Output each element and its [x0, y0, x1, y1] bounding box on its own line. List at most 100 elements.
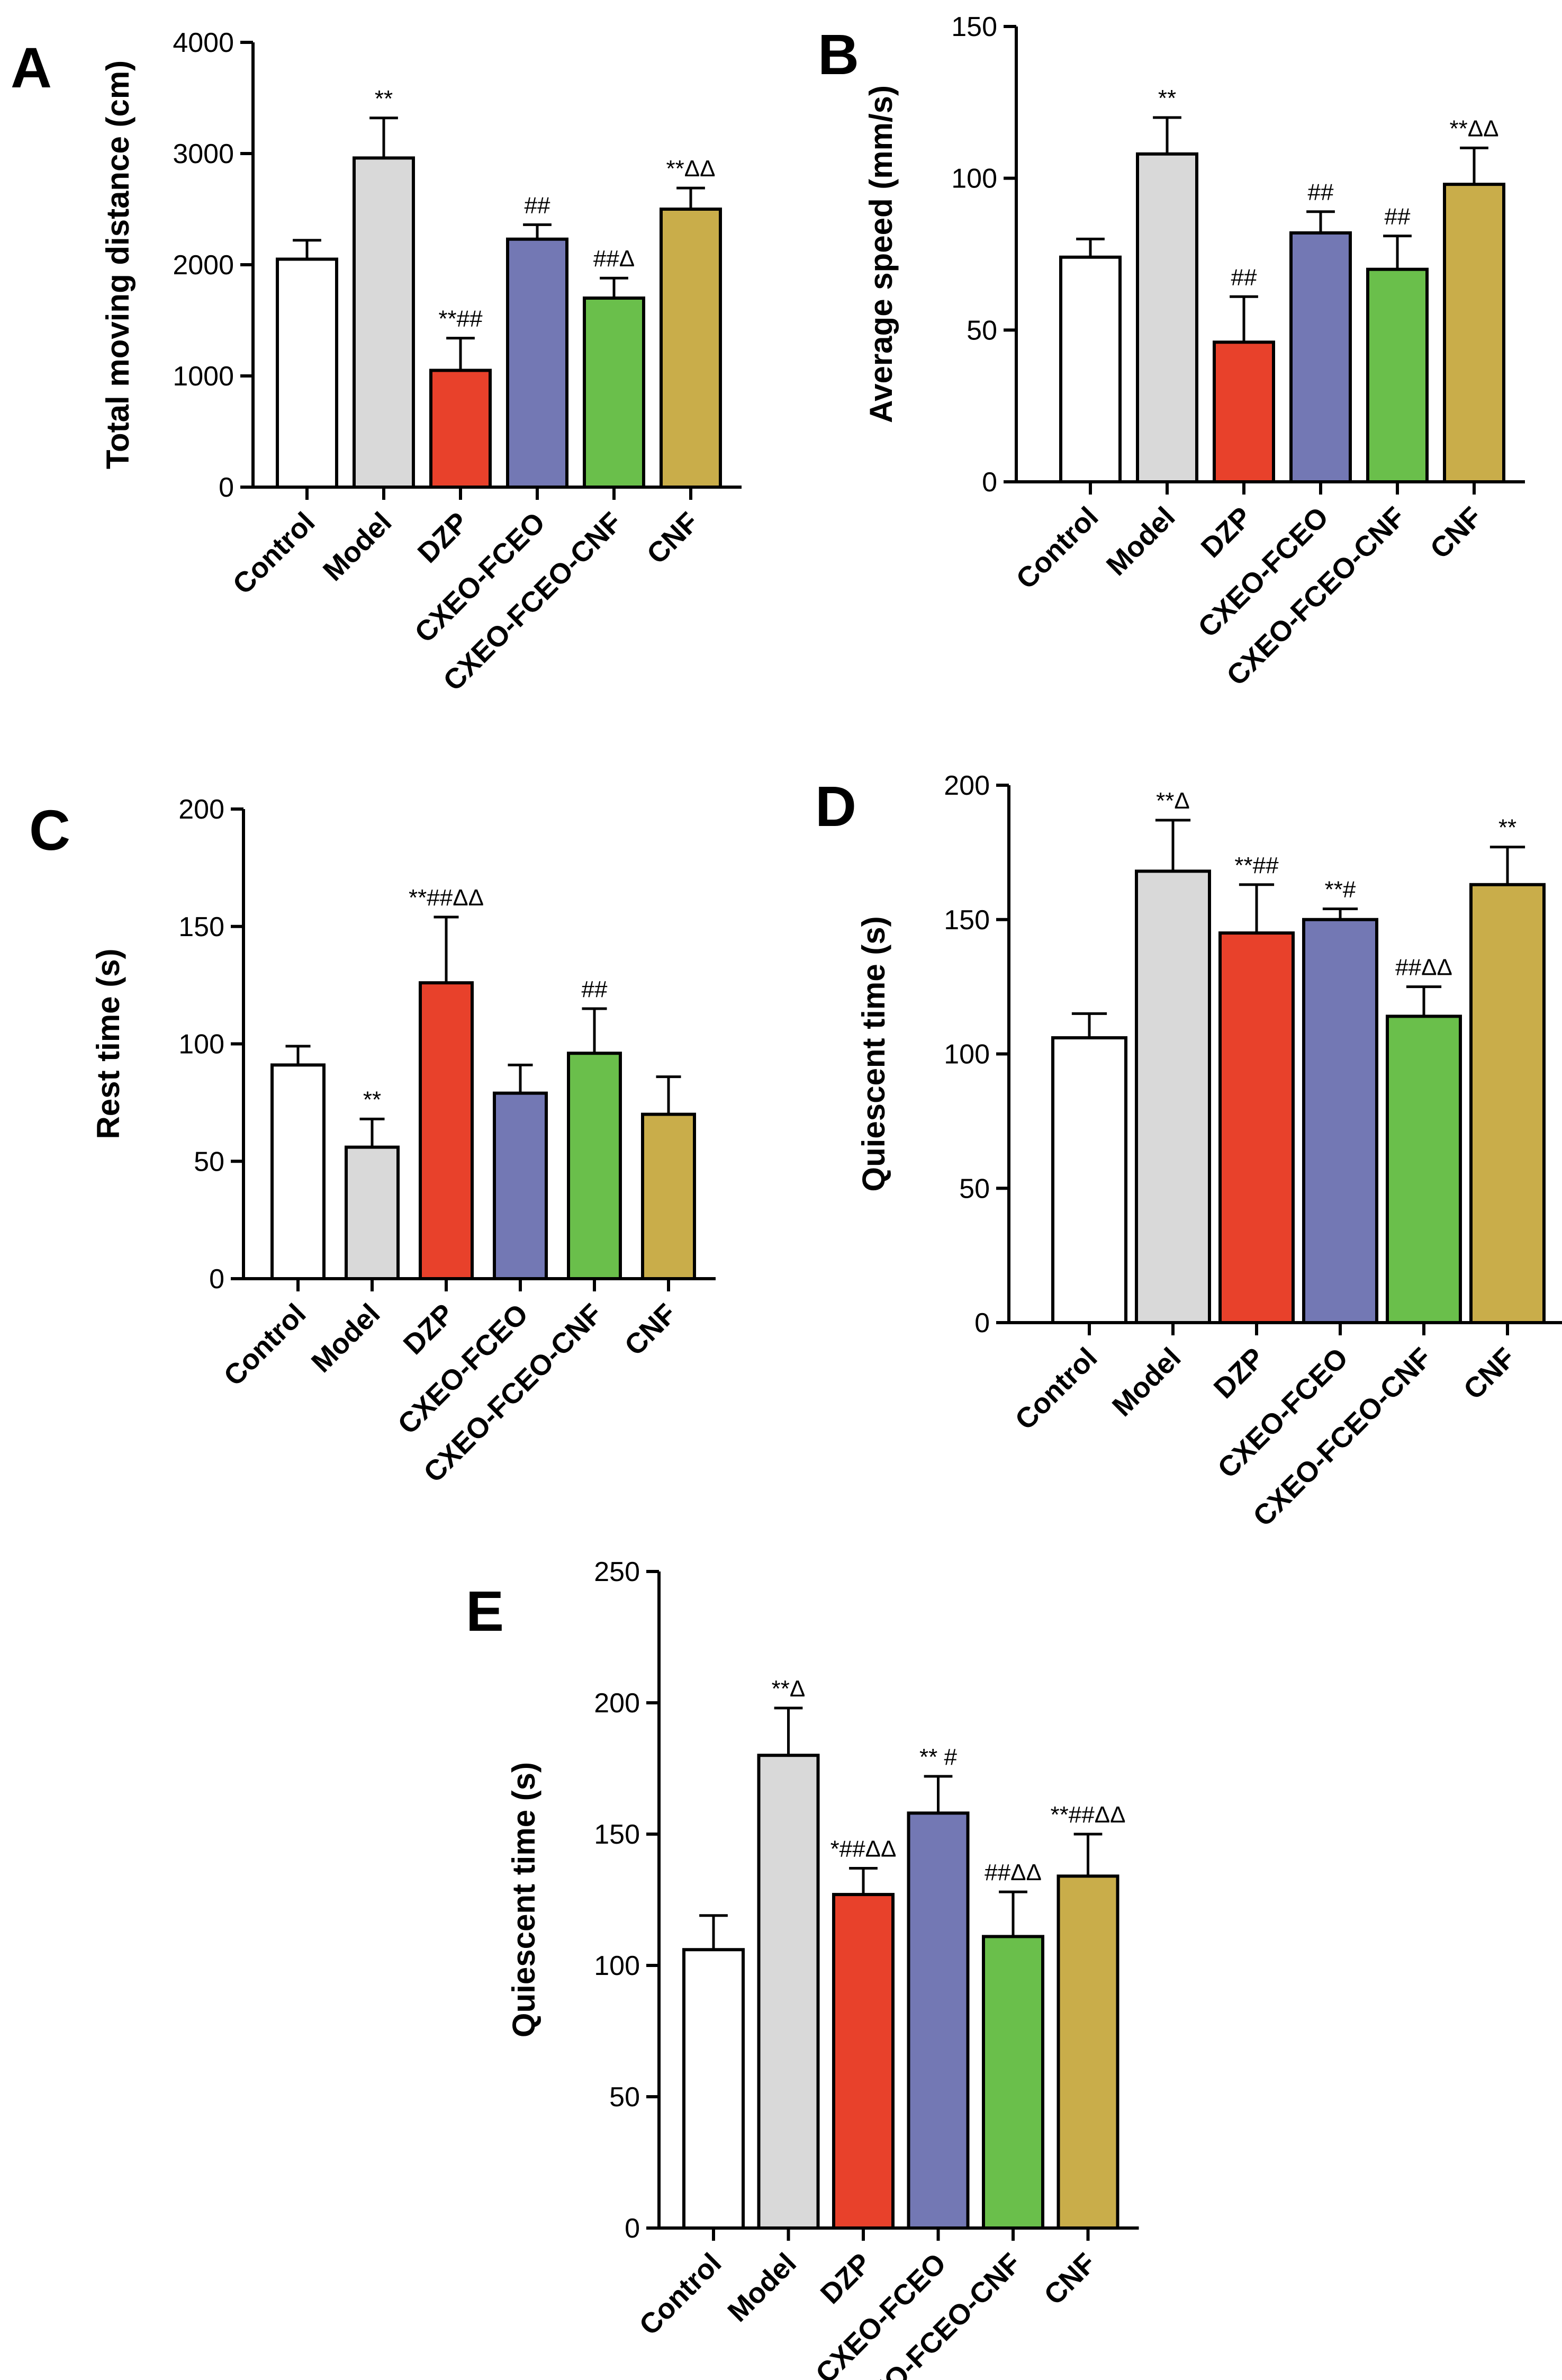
bar-dzp: [832, 1893, 895, 2230]
bar-control: [1051, 1036, 1127, 1325]
y-tick-label: 50: [959, 1173, 990, 1204]
bar-cxeo-fceo: [1289, 231, 1352, 483]
x-tick-label: DZP: [815, 2247, 878, 2310]
bar-cnf: [660, 208, 722, 489]
significance-label: **ΔΔ: [1449, 115, 1498, 141]
significance-label: ##: [1231, 264, 1257, 290]
panel-d: D Quiescent time (s) 0 50 100 150 200 Control Mo…: [815, 770, 1562, 1533]
x-tick-label: CNF: [1458, 1342, 1522, 1406]
y-tick-label: 200: [178, 794, 224, 825]
x-tick-label: CNF: [1424, 501, 1488, 565]
bar-cxeo-fceo: [506, 237, 568, 489]
significance-label: ##: [525, 192, 550, 218]
panel-letter: A: [11, 35, 52, 100]
bar-dzp: [419, 981, 474, 1280]
y-tick-label: 50: [194, 1146, 224, 1177]
x-tick-label: Model: [1100, 501, 1181, 582]
significance-label: ##Δ: [593, 246, 635, 272]
y-tick-label: 200: [594, 1688, 640, 1719]
y-tick-label: 0: [219, 472, 234, 503]
bar-dzp: [1213, 340, 1275, 483]
significance-label: **: [363, 1086, 381, 1112]
y-tick-label: 1000: [173, 361, 234, 392]
y-tick-label: 200: [944, 770, 990, 801]
bar-cxeo-fceo-cnf: [982, 1935, 1044, 2230]
x-tick-label: CNF: [641, 506, 705, 570]
y-tick-label: 150: [951, 12, 997, 42]
x-tick-label: CNF: [619, 1298, 683, 1362]
significance-label: **Δ: [772, 1676, 806, 1702]
significance-label: ##: [1385, 204, 1411, 230]
y-tick-label: 150: [178, 912, 224, 942]
y-tick-label: 0: [974, 1308, 990, 1339]
bar-cnf: [1469, 883, 1546, 1324]
significance-label: ##ΔΔ: [985, 1860, 1042, 1885]
x-tick-label: DZP: [412, 506, 475, 569]
x-tick-label: Control: [1009, 1342, 1103, 1436]
x-tick-label: DZP: [398, 1298, 461, 1361]
bar-cxeo-fceo: [1302, 918, 1378, 1324]
significance-label: ##ΔΔ: [1395, 955, 1452, 981]
bar-control: [682, 1948, 745, 2230]
y-tick-label: 150: [944, 905, 990, 936]
bar-cxeo-fceo: [493, 1091, 548, 1280]
significance-label: ##: [1308, 179, 1334, 205]
bar-model: [757, 1754, 820, 2230]
y-axis-title: Rest time (s): [91, 948, 126, 1139]
bar-control: [276, 257, 338, 489]
y-tick-label: 100: [951, 164, 997, 194]
panel-e: E Quiescent time (s) 0 50 100 150 200 250 Contro…: [466, 1557, 1139, 2380]
x-tick-label: Control: [633, 2247, 727, 2341]
bar-cxeo-fceo-cnf: [567, 1052, 622, 1280]
panel-letter: C: [29, 798, 70, 862]
x-tick-label: Control: [218, 1298, 312, 1392]
significance-label: ** #: [919, 1744, 957, 1770]
bar-cnf: [1443, 183, 1505, 483]
bar-model: [345, 1145, 400, 1280]
panel-letter: D: [815, 774, 856, 838]
significance-label: **##: [1234, 852, 1279, 878]
x-tick-label: Control: [227, 506, 321, 600]
bar-cnf: [1057, 1874, 1119, 2230]
significance-label: **: [375, 86, 393, 112]
significance-label: **##ΔΔ: [409, 885, 484, 911]
panel-letter: B: [818, 22, 859, 86]
bar-cxeo-fceo-cnf: [1366, 267, 1429, 483]
significance-label: **: [1158, 85, 1176, 111]
x-tick-label: CNF: [1038, 2247, 1102, 2311]
y-tick-label: 100: [594, 1951, 640, 1981]
bar-model: [1136, 152, 1198, 483]
y-tick-label: 0: [209, 1264, 224, 1295]
y-tick-label: 0: [625, 2213, 640, 2244]
significance-label: **##: [438, 306, 483, 332]
bar-model: [353, 156, 415, 489]
y-axis-title: Quiescent time (s): [506, 1762, 541, 2037]
bar-control: [270, 1063, 326, 1281]
bar-dzp: [429, 369, 492, 489]
bar-model: [1135, 869, 1211, 1324]
significance-label: **#: [1325, 876, 1356, 902]
y-tick-label: 150: [594, 1819, 640, 1850]
y-tick-label: 100: [178, 1029, 224, 1060]
significance-label: *##ΔΔ: [830, 1836, 897, 1862]
bar-cxeo-fceo-cnf: [583, 297, 645, 489]
y-tick-label: 50: [967, 315, 997, 346]
bar-control: [1059, 255, 1122, 483]
y-axis-title: Quiescent time (s): [856, 916, 891, 1191]
significance-label: ##: [582, 976, 608, 1002]
y-tick-label: 0: [982, 467, 997, 498]
significance-label: **Δ: [1156, 788, 1190, 814]
bar-cxeo-fceo: [907, 1811, 970, 2230]
y-tick-label: 250: [594, 1557, 640, 1587]
significance-label: **ΔΔ: [666, 156, 715, 182]
x-tick-label: DZP: [1208, 1342, 1271, 1405]
bar-cxeo-fceo-cnf: [1386, 1014, 1462, 1324]
y-tick-label: 100: [944, 1039, 990, 1070]
x-tick-label: Model: [317, 506, 398, 587]
y-axis-title: Total moving distance (cm): [100, 60, 136, 469]
y-tick-label: 50: [609, 2082, 640, 2113]
panel-a: A Total moving distance (cm) 0 1000 2000 3000…: [11, 28, 742, 697]
